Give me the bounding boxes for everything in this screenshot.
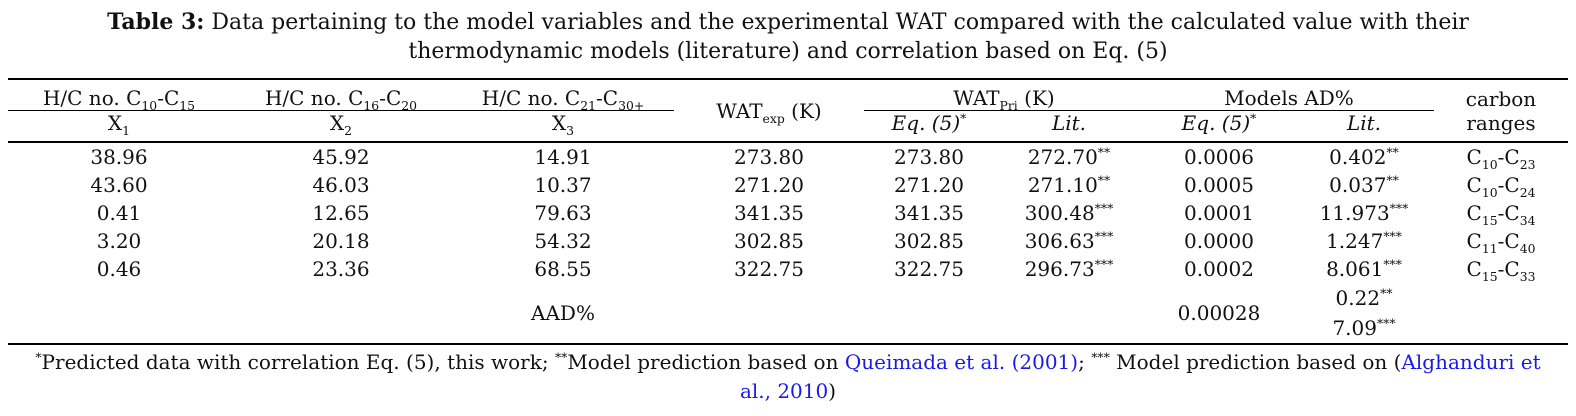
cell-x3: 79.63: [534, 201, 592, 225]
header-hc1: H/C no. C10-C15: [8, 78, 230, 112]
header-eq5-ad: Eq. (5)*: [1144, 110, 1294, 143]
cell-wat-eq: 302.85: [894, 229, 964, 253]
cell-wat-exp: 302.85: [734, 229, 804, 253]
cell-x1: 0.46: [96, 257, 142, 281]
table-footnote: *Predicted data with correlation Eq. (5)…: [0, 348, 1576, 406]
cell-ad-eq: 0.0005: [1184, 173, 1254, 197]
header-x2: X2: [230, 110, 452, 143]
header-hc3: H/C no. C21-C30+: [452, 78, 674, 112]
cell-ad-eq: 0.0006: [1184, 145, 1254, 169]
cell-wat-lit: 306.63***: [1024, 228, 1114, 253]
table-row: 3.20 20.18 54.32 302.85 302.85 306.63***…: [8, 227, 1568, 255]
cell-wat-lit: 272.70**: [1027, 144, 1111, 169]
footnote-line-2: al., 2010): [739, 379, 837, 403]
table-row: 43.60 46.03 10.37 271.20 271.20 271.10**…: [8, 171, 1568, 199]
cell-ad-lit: 0.402**: [1329, 144, 1399, 169]
data-table: H/C no. C10-C15 H/C no. C16-C20 H/C no. …: [8, 78, 1568, 345]
cell-x3: 54.32: [534, 229, 592, 253]
cell-carbon-range: C15-C34: [1466, 201, 1536, 228]
header-ranges: ranges: [1434, 110, 1568, 143]
header-row-1: H/C no. C10-C15 H/C no. C16-C20 H/C no. …: [8, 78, 1568, 143]
cell-wat-eq: 273.80: [894, 145, 964, 169]
cell-ad-lit: 11.973***: [1319, 200, 1409, 225]
cell-ad-lit: 0.037**: [1329, 172, 1399, 197]
cell-wat-lit: 296.73***: [1024, 256, 1114, 281]
aad-label: AAD%: [452, 283, 674, 345]
caption-line-2: thermodynamic models (literature) and co…: [408, 39, 1168, 64]
cell-x1: 3.20: [96, 229, 142, 253]
cell-wat-eq: 341.35: [894, 201, 964, 225]
cell-x1: 38.96: [90, 145, 148, 169]
cell-wat-eq: 271.20: [894, 173, 964, 197]
cell-wat-exp: 341.35: [734, 201, 804, 225]
cell-wat-exp: 271.20: [734, 173, 804, 197]
cell-carbon-range: C15-C33: [1466, 257, 1536, 284]
cell-x2: 23.36: [312, 257, 370, 281]
aad-row: AAD% 0.00028 0.22** 7.09***: [8, 283, 1568, 345]
cell-carbon-range: C11-C40: [1466, 229, 1536, 256]
cell-carbon-range: C10-C24: [1466, 173, 1536, 200]
header-lit-wat: Lit.: [994, 110, 1144, 143]
header-wat-exp: WATexp (K): [674, 78, 864, 143]
header-hc2: H/C no. C16-C20: [230, 78, 452, 112]
table-row: 0.41 12.65 79.63 341.35 341.35 300.48***…: [8, 199, 1568, 227]
caption-line-1: Table 3: Data pertaining to the model va…: [0, 8, 1576, 37]
cell-ad-eq: 0.0000: [1184, 229, 1254, 253]
cell-wat-exp: 322.75: [734, 257, 804, 281]
header-x3: X3: [452, 110, 674, 143]
cell-ad-eq: 0.0002: [1184, 257, 1254, 281]
cell-x2: 45.92: [312, 145, 370, 169]
cell-ad-lit: 8.061***: [1326, 256, 1402, 281]
cell-x1: 0.41: [96, 201, 142, 225]
cell-wat-lit: 300.48***: [1024, 200, 1114, 225]
header-carbon: carbon: [1434, 78, 1568, 111]
cell-x3: 68.55: [534, 257, 592, 281]
table-caption: Table 3: Data pertaining to the model va…: [0, 8, 1576, 66]
citation-link-queimada[interactable]: Queimada et al. (2001): [844, 350, 1079, 374]
cell-ad-eq: 0.0001: [1184, 201, 1254, 225]
header-lit-ad: Lit.: [1294, 110, 1434, 143]
cell-wat-exp: 273.80: [734, 145, 804, 169]
cell-carbon-range: C10-C23: [1466, 145, 1536, 172]
aad-eq: 0.00028: [1144, 283, 1294, 345]
header-row-2: X1 X2 X3 Eq. (5)* Lit. Eq. (5)* Lit. ran…: [8, 110, 1568, 143]
caption-text-1: Data pertaining to the model variables a…: [204, 10, 1469, 35]
table-row: 0.46 23.36 68.55 322.75 322.75 296.73***…: [8, 255, 1568, 283]
cell-x3: 14.91: [534, 145, 592, 169]
aad-lit: 0.22** 7.09***: [1294, 283, 1434, 345]
footnote-line-1: *Predicted data with correlation Eq. (5)…: [35, 349, 1541, 374]
cell-x1: 43.60: [90, 173, 148, 197]
cell-x2: 46.03: [312, 173, 370, 197]
header-eq5-wat: Eq. (5)*: [864, 110, 994, 143]
aad-lit-1: 0.22**: [1335, 285, 1393, 310]
header-x1: X1: [8, 110, 230, 143]
cell-ad-lit: 1.247***: [1326, 228, 1402, 253]
aad-lit-2: 7.09***: [1332, 315, 1396, 340]
cell-x2: 12.65: [312, 201, 370, 225]
citation-link-alghanduri-cont[interactable]: al., 2010: [739, 379, 829, 403]
citation-link-alghanduri[interactable]: Alghanduri et: [1401, 350, 1541, 374]
cell-x3: 10.37: [534, 173, 592, 197]
header-models-ad: Models AD%: [1144, 78, 1434, 111]
header-wat-pri: WATPri (K): [864, 78, 1144, 112]
caption-label: Table 3:: [107, 9, 205, 35]
cell-x2: 20.18: [312, 229, 370, 253]
cell-wat-lit: 271.10**: [1027, 172, 1111, 197]
table-row: 38.96 45.92 14.91 273.80 273.80 272.70**…: [8, 142, 1568, 171]
cell-wat-eq: 322.75: [894, 257, 964, 281]
